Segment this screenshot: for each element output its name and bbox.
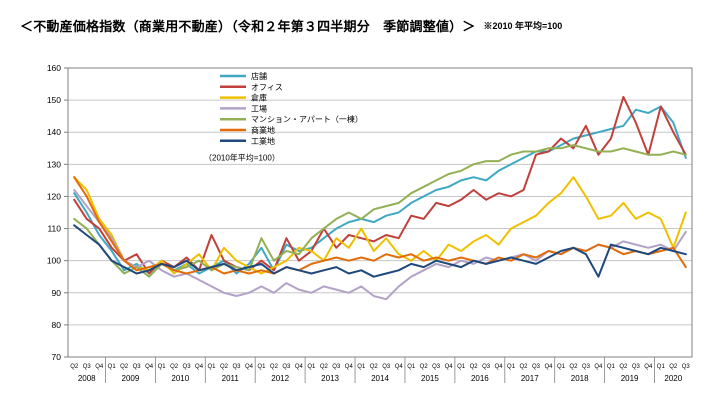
series-line-5 [73, 176, 687, 275]
x-axis-quarter-label: Q3 [332, 364, 341, 370]
x-axis-quarter-label: Q2 [220, 364, 229, 370]
x-axis-year-label: 2018 [571, 374, 589, 383]
x-axis-quarter-label: Q2 [370, 364, 379, 370]
legend-label-2: 倉庫 [251, 93, 267, 103]
x-axis-year-label: 2011 [222, 374, 240, 383]
y-axis-label: 140 [47, 127, 61, 137]
x-axis-quarter-label: Q1 [407, 364, 416, 370]
x-axis-quarter-label: Q2 [120, 364, 129, 370]
x-axis-quarter-label: Q1 [208, 364, 217, 370]
x-axis-quarter-label: Q3 [83, 364, 92, 370]
x-axis-quarter-label: Q2 [669, 364, 678, 370]
legend-label-1: オフィス [251, 83, 283, 92]
x-axis-quarter-label: Q3 [183, 364, 192, 370]
x-axis-year-label: 2008 [78, 374, 96, 383]
y-axis-label: 80 [52, 320, 62, 330]
y-axis-label: 90 [52, 288, 62, 298]
x-axis-quarter-label: Q2 [320, 364, 329, 370]
x-axis-year-label: 2009 [122, 374, 140, 383]
x-axis-quarter-label: Q4 [644, 364, 653, 370]
x-axis-quarter-label: Q3 [282, 364, 291, 370]
x-axis-quarter-label: Q2 [470, 364, 479, 370]
series-line-2 [73, 176, 687, 275]
x-axis-quarter-label: Q1 [507, 364, 516, 370]
y-axis-label: 100 [47, 256, 61, 266]
y-axis-label: 150 [47, 95, 61, 105]
x-axis-quarter-label: Q1 [158, 364, 167, 370]
x-axis-quarter-label: Q2 [420, 364, 429, 370]
x-axis-quarter-label: Q4 [245, 364, 254, 370]
x-axis-quarter-label: Q2 [569, 364, 578, 370]
x-axis-quarter-label: Q2 [170, 364, 179, 370]
x-axis-quarter-label: Q1 [357, 364, 366, 370]
series-line-6 [73, 224, 687, 278]
plot-border [67, 67, 693, 358]
y-axis-label: 130 [47, 159, 61, 169]
x-axis-quarter-label: Q1 [307, 364, 316, 370]
x-axis-year-label: 2019 [621, 374, 639, 383]
x-axis-year-label: 2012 [271, 374, 289, 383]
x-axis-quarter-label: Q2 [270, 364, 279, 370]
y-axis-label: 70 [52, 352, 62, 362]
series-line-0 [73, 105, 687, 275]
x-axis-quarter-label: Q3 [382, 364, 391, 370]
x-axis-quarter-label: Q1 [657, 364, 666, 370]
legend-label-6: 工業地 [251, 136, 275, 146]
x-axis-year-label: 2016 [471, 374, 489, 383]
y-axis-label: 110 [47, 224, 61, 234]
x-axis-quarter-label: Q1 [457, 364, 466, 370]
x-axis-quarter-label: Q1 [257, 364, 266, 370]
legend-label-5: 商業地 [251, 125, 275, 135]
x-axis-year-label: 2014 [371, 374, 389, 383]
x-axis-quarter-label: Q4 [295, 364, 304, 370]
x-axis-year-label: 2020 [664, 374, 682, 383]
x-axis-quarter-label: Q4 [395, 364, 404, 370]
x-axis-quarter-label: Q1 [557, 364, 566, 370]
x-axis-quarter-label: Q3 [532, 364, 541, 370]
x-axis-year-label: 2010 [171, 374, 189, 383]
y-axis-label: 120 [47, 191, 61, 201]
x-axis-quarter-label: Q4 [495, 364, 504, 370]
x-axis-quarter-label: Q3 [682, 364, 691, 370]
series-line-4 [73, 144, 687, 278]
x-axis-quarter-label: Q3 [582, 364, 591, 370]
x-axis-quarter-label: Q3 [482, 364, 491, 370]
x-axis-year-label: 2013 [321, 374, 339, 383]
x-axis-quarter-label: Q4 [544, 364, 553, 370]
x-axis-quarter-label: Q2 [70, 364, 79, 370]
y-axis-label: 160 [47, 63, 61, 73]
legend-label-3: 工場 [251, 103, 267, 113]
chart-header: ＜不動産価格指数（商業用不動産）（令和２年第３四半期分 季節調整値）＞ ※2010… [20, 16, 562, 36]
x-axis-year-label: 2017 [521, 374, 539, 383]
x-axis-quarter-label: Q2 [619, 364, 628, 370]
legend-base-note: （2010年平均=100） [204, 153, 280, 163]
x-axis-quarter-label: Q4 [594, 364, 603, 370]
x-axis-quarter-label: Q4 [195, 364, 204, 370]
x-axis-quarter-label: Q3 [632, 364, 641, 370]
x-axis-quarter-label: Q3 [432, 364, 441, 370]
x-axis-year-label: 2015 [421, 374, 439, 383]
x-axis-quarter-label: Q4 [345, 364, 354, 370]
x-axis-quarter-label: Q4 [445, 364, 454, 370]
legend-label-4: マンション・アパート（一棟） [251, 114, 363, 124]
chart-base-note: ※2010 年平均=100 [483, 21, 563, 31]
x-axis-quarter-label: Q3 [232, 364, 241, 370]
x-axis-quarter-label: Q2 [520, 364, 529, 370]
x-axis-quarter-label: Q1 [108, 364, 117, 370]
chart-title: ＜不動産価格指数（商業用不動産）（令和２年第３四半期分 季節調整値）＞ [20, 19, 476, 34]
legend-label-0: 店舗 [251, 71, 267, 81]
x-axis-quarter-label: Q4 [95, 364, 104, 370]
x-axis-quarter-label: Q4 [145, 364, 154, 370]
x-axis-quarter-label: Q3 [133, 364, 142, 370]
x-axis-quarter-label: Q1 [607, 364, 616, 370]
